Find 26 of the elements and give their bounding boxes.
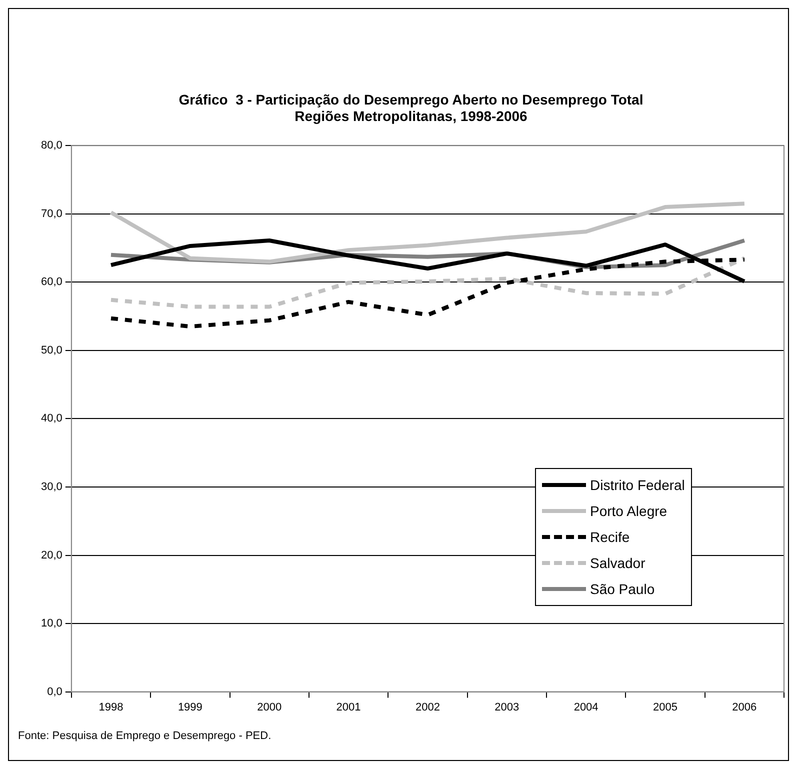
x-tick-label: 2005 bbox=[652, 701, 678, 714]
legend-label: Recife bbox=[590, 529, 630, 545]
source-note: Fonte: Pesquisa de Emprego e Desemprego - PED. bbox=[18, 730, 272, 742]
y-tick-label: 30,0 bbox=[40, 481, 62, 494]
legend-label: Porto Alegre bbox=[590, 503, 668, 519]
x-tick-label: 1999 bbox=[178, 701, 202, 714]
x-tick-label: 2006 bbox=[732, 701, 757, 714]
x-tick-label: 2000 bbox=[257, 701, 282, 714]
x-tick-label: 1998 bbox=[98, 701, 124, 714]
y-tick-label: 60,0 bbox=[40, 276, 62, 288]
y-tick-label: 70,0 bbox=[40, 208, 62, 220]
x-tick-label: 2003 bbox=[494, 701, 520, 714]
legend-label: São Paulo bbox=[590, 581, 655, 597]
x-tick-label: 2004 bbox=[574, 701, 598, 714]
x-tick-label: 2002 bbox=[415, 701, 440, 714]
legend-label: Salvador bbox=[590, 555, 646, 571]
y-tick-label: 50,0 bbox=[40, 344, 62, 356]
y-tick-label: 10,0 bbox=[40, 618, 62, 630]
y-tick-label: 80,0 bbox=[40, 140, 62, 152]
line-series bbox=[109, 256, 746, 309]
y-tick-label: 0,0 bbox=[47, 686, 62, 698]
legend-label: Distrito Federal bbox=[590, 477, 685, 493]
y-tick-label: 20,0 bbox=[40, 549, 62, 562]
y-tick-label: 40,0 bbox=[40, 412, 62, 425]
chart-title: Gráfico 3 - Participação do Desemprego Aberto no Desemprego Total Regiões Metropolitanas, 1998-2006 bbox=[178, 91, 644, 124]
x-tick-label: 2001 bbox=[336, 701, 361, 714]
